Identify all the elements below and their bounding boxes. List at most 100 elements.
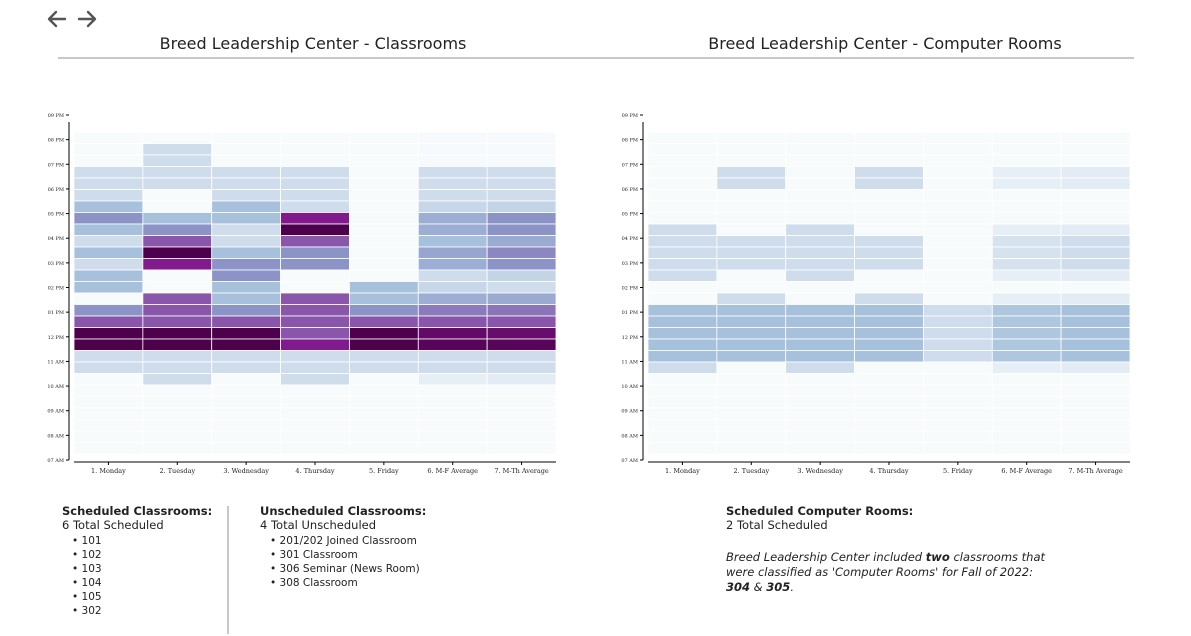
heatmap-cell	[142, 269, 213, 282]
y-tick-label: 05 PM	[622, 212, 638, 218]
y-tick-label: 01 PM	[622, 310, 638, 316]
heatmap-cell	[854, 327, 924, 340]
heatmap-cell	[854, 166, 924, 179]
heatmap-cell	[486, 419, 557, 432]
heatmap-cell	[142, 407, 213, 420]
note-room-304: 304	[726, 580, 751, 594]
heatmap-cell	[417, 442, 488, 455]
heatmap-cell	[280, 350, 350, 363]
heatmap-cell	[647, 384, 718, 397]
heatmap-cell	[211, 315, 281, 328]
heatmap-cell	[142, 384, 213, 397]
heatmap-cell	[923, 304, 993, 317]
scheduled-classroom-item: 302	[72, 604, 212, 618]
heatmap-cell	[211, 131, 281, 144]
panel-divider	[227, 506, 229, 634]
heatmap-cell	[280, 384, 350, 397]
y-tick-label: 08 AM	[47, 433, 64, 439]
heatmap-cell	[142, 361, 213, 374]
heatmap-cell	[486, 269, 557, 282]
heatmap-cell	[73, 200, 144, 213]
heatmap-cell	[486, 177, 557, 190]
heatmap-cell	[280, 189, 350, 202]
heatmap-cell	[854, 177, 924, 190]
computer-rooms-note: Breed Leadership Center included two cla…	[726, 550, 1056, 595]
heatmap-cell	[211, 235, 281, 248]
heatmap-cell	[349, 407, 419, 420]
heatmap-cell	[923, 419, 993, 432]
heatmap-cell	[647, 258, 718, 271]
note-text: Breed Leadership Center included	[726, 550, 926, 564]
heatmap-cell	[647, 281, 718, 294]
y-tick-label: 02 PM	[622, 286, 638, 292]
back-button[interactable]	[46, 8, 68, 30]
heatmap-cell	[716, 235, 787, 248]
heatmap-cell	[854, 258, 924, 271]
heatmap-cell	[211, 166, 281, 179]
heatmap-cell	[854, 315, 924, 328]
heatmap-cell	[211, 292, 281, 305]
heatmap-cell	[991, 223, 1062, 236]
heatmap-cell	[923, 189, 993, 202]
heatmap-cell	[486, 235, 557, 248]
x-tick-label: 6. M-F Average	[427, 467, 478, 475]
heatmap-cell	[417, 154, 488, 167]
heatmap-cell	[923, 373, 993, 386]
heatmap-cell	[417, 407, 488, 420]
heatmap-cell	[211, 384, 281, 397]
heatmap-cell	[486, 189, 557, 202]
heatmap-cell	[486, 338, 557, 351]
heatmap-cell	[211, 304, 281, 317]
heatmap-cell	[647, 373, 718, 386]
heatmap-cell	[923, 292, 993, 305]
heatmap-cell	[647, 269, 718, 282]
heatmap-cell	[417, 235, 488, 248]
heatmap-cell	[785, 177, 855, 190]
heatmap-cell	[142, 292, 213, 305]
heatmap-cell	[280, 407, 350, 420]
y-tick-label: 06 PM	[48, 187, 64, 193]
heatmap-cell	[1060, 212, 1131, 225]
heatmap-cell	[417, 223, 488, 236]
heatmap-cell	[142, 177, 213, 190]
heatmap-cell	[854, 292, 924, 305]
heatmap-cell	[142, 143, 213, 156]
heatmap-cell	[647, 189, 718, 202]
heatmap-cell	[647, 292, 718, 305]
heatmap-cell	[716, 200, 787, 213]
heatmap-cell	[923, 327, 993, 340]
x-tick-label: 5. Friday	[369, 467, 399, 475]
heatmap-cell	[1060, 235, 1131, 248]
forward-button[interactable]	[76, 8, 98, 30]
heatmap-cell	[923, 246, 993, 259]
heatmap-cell	[417, 419, 488, 432]
heatmap-cell	[785, 246, 855, 259]
heatmap-cell	[349, 315, 419, 328]
y-tick-label: 09 PM	[48, 113, 64, 119]
heatmap-cell	[486, 212, 557, 225]
heatmap-cell	[923, 407, 993, 420]
heatmap-cell	[647, 315, 718, 328]
heatmap-cell	[280, 338, 350, 351]
heatmap-cell	[1060, 442, 1131, 455]
y-tick-label: 09 PM	[622, 113, 638, 119]
heatmap-cell	[73, 131, 144, 144]
heatmap-cell	[211, 177, 281, 190]
unscheduled-classroom-item: 201/202 Joined Classroom	[270, 534, 426, 548]
heatmap-cell	[417, 166, 488, 179]
heatmap-cell	[991, 154, 1062, 167]
note-text: .	[790, 580, 794, 594]
heatmap-cell	[211, 338, 281, 351]
heatmap-cell	[73, 419, 144, 432]
heatmap-cell	[73, 361, 144, 374]
heatmap-cell	[486, 154, 557, 167]
heatmap-cell	[73, 258, 144, 271]
heatmap-cell	[854, 361, 924, 374]
heatmap-cell	[1060, 223, 1131, 236]
heatmap-cell	[486, 430, 557, 443]
heatmap-cell	[716, 281, 787, 294]
heatmap-cell	[923, 315, 993, 328]
heatmap-cell	[73, 292, 144, 305]
y-tick-label: 08 PM	[48, 138, 64, 144]
heatmap-cell	[716, 166, 787, 179]
